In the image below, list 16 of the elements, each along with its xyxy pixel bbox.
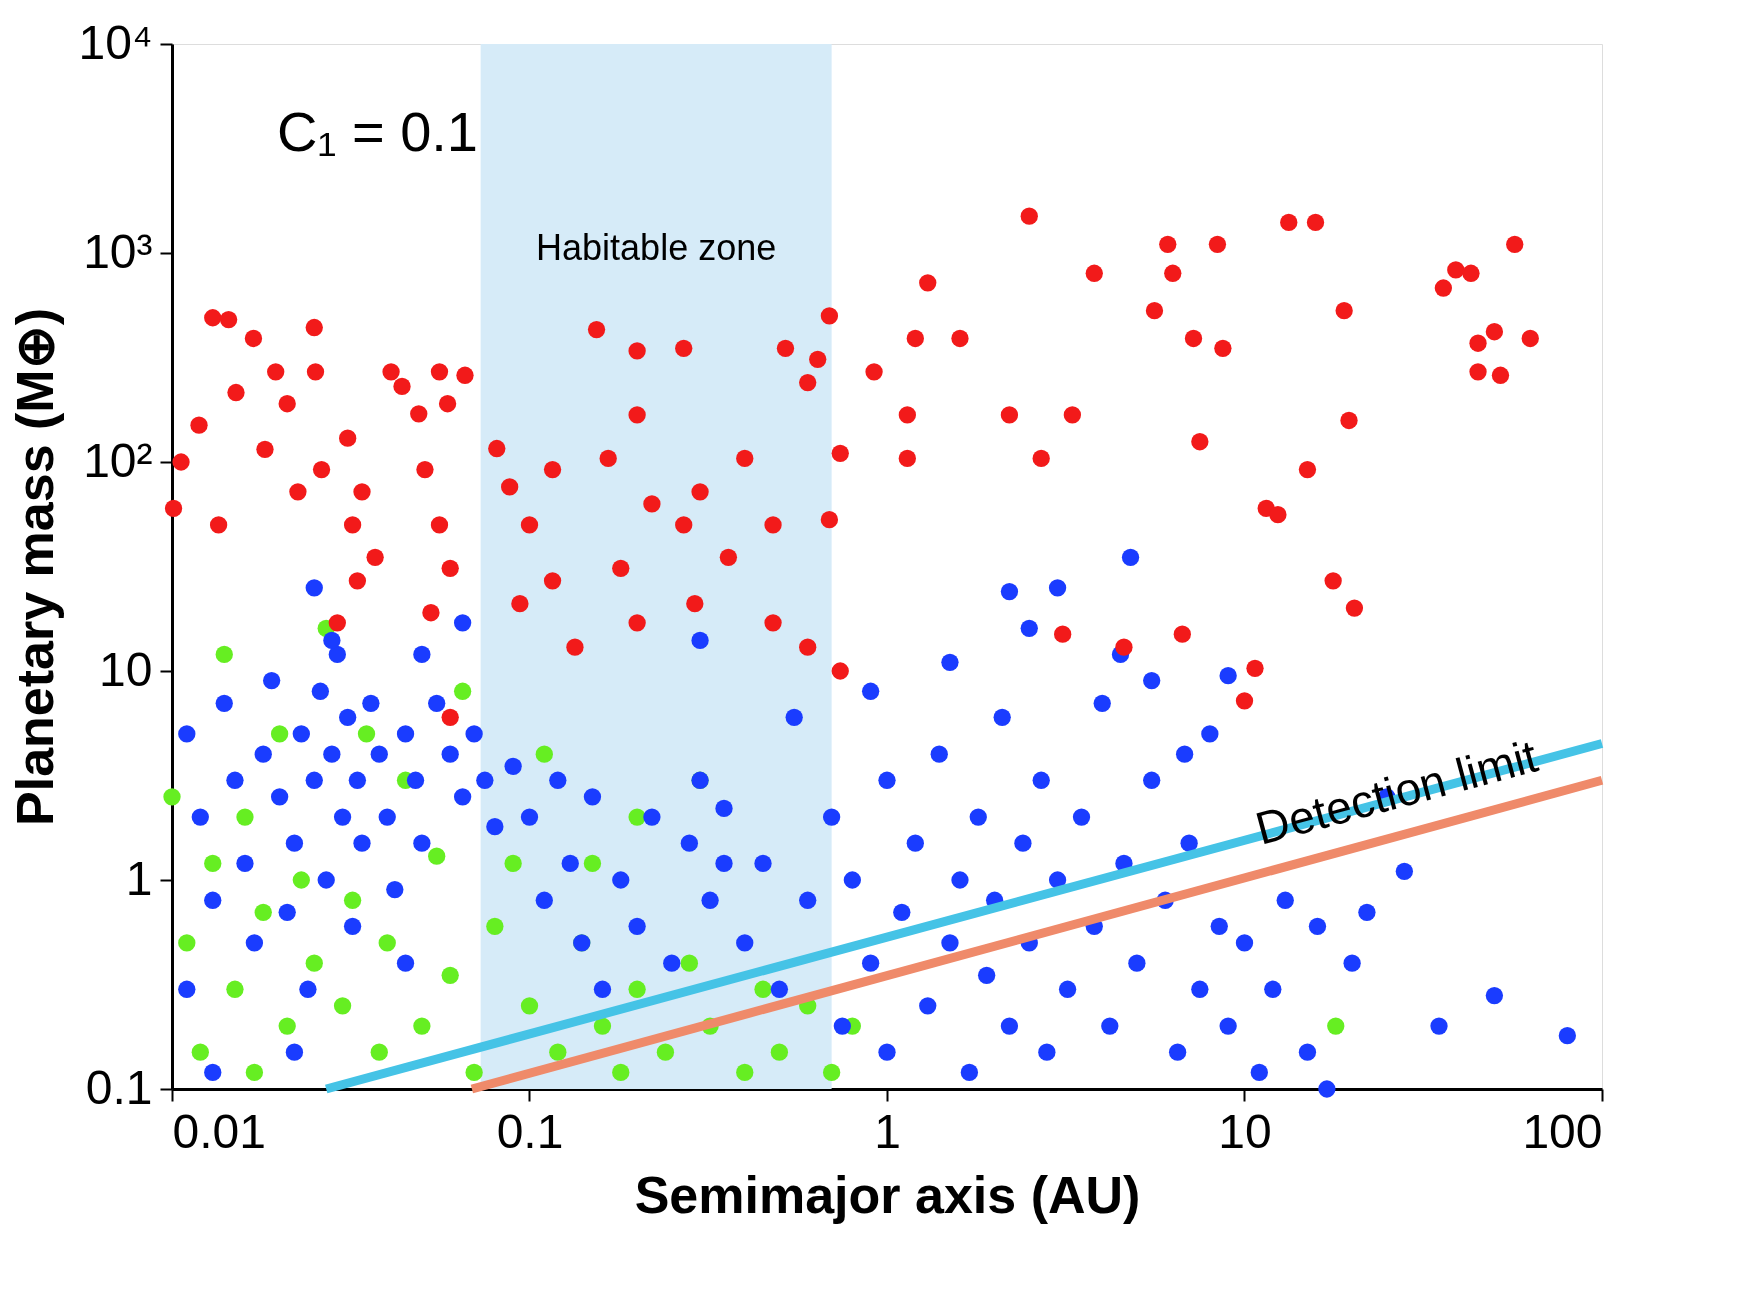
y-tick-label: 10	[99, 642, 153, 696]
y-tick-label: 10³	[83, 224, 153, 278]
annotation: C₁ = 0.1	[277, 100, 479, 163]
x-tick-label: 0.1	[496, 1104, 564, 1158]
annotation: Detection limit	[1250, 729, 1543, 855]
x-tick-label: 10	[1218, 1104, 1272, 1158]
x-axis-title: Semimajor axis (AU)	[634, 1165, 1141, 1224]
x-tick-label: 100	[1522, 1104, 1603, 1158]
y-axis-title: Planetary mass (M⊕)	[6, 308, 65, 826]
y-tick-label: 1	[125, 851, 153, 905]
x-tick-label: 0.01	[172, 1104, 266, 1158]
x-tick-label: 1	[874, 1104, 901, 1158]
band-label: Habitable zone	[536, 227, 777, 268]
y-tick-label: 0.1	[85, 1060, 153, 1114]
y-tick-label: 10⁴	[78, 15, 153, 69]
y-tick-label: 10²	[83, 433, 153, 487]
